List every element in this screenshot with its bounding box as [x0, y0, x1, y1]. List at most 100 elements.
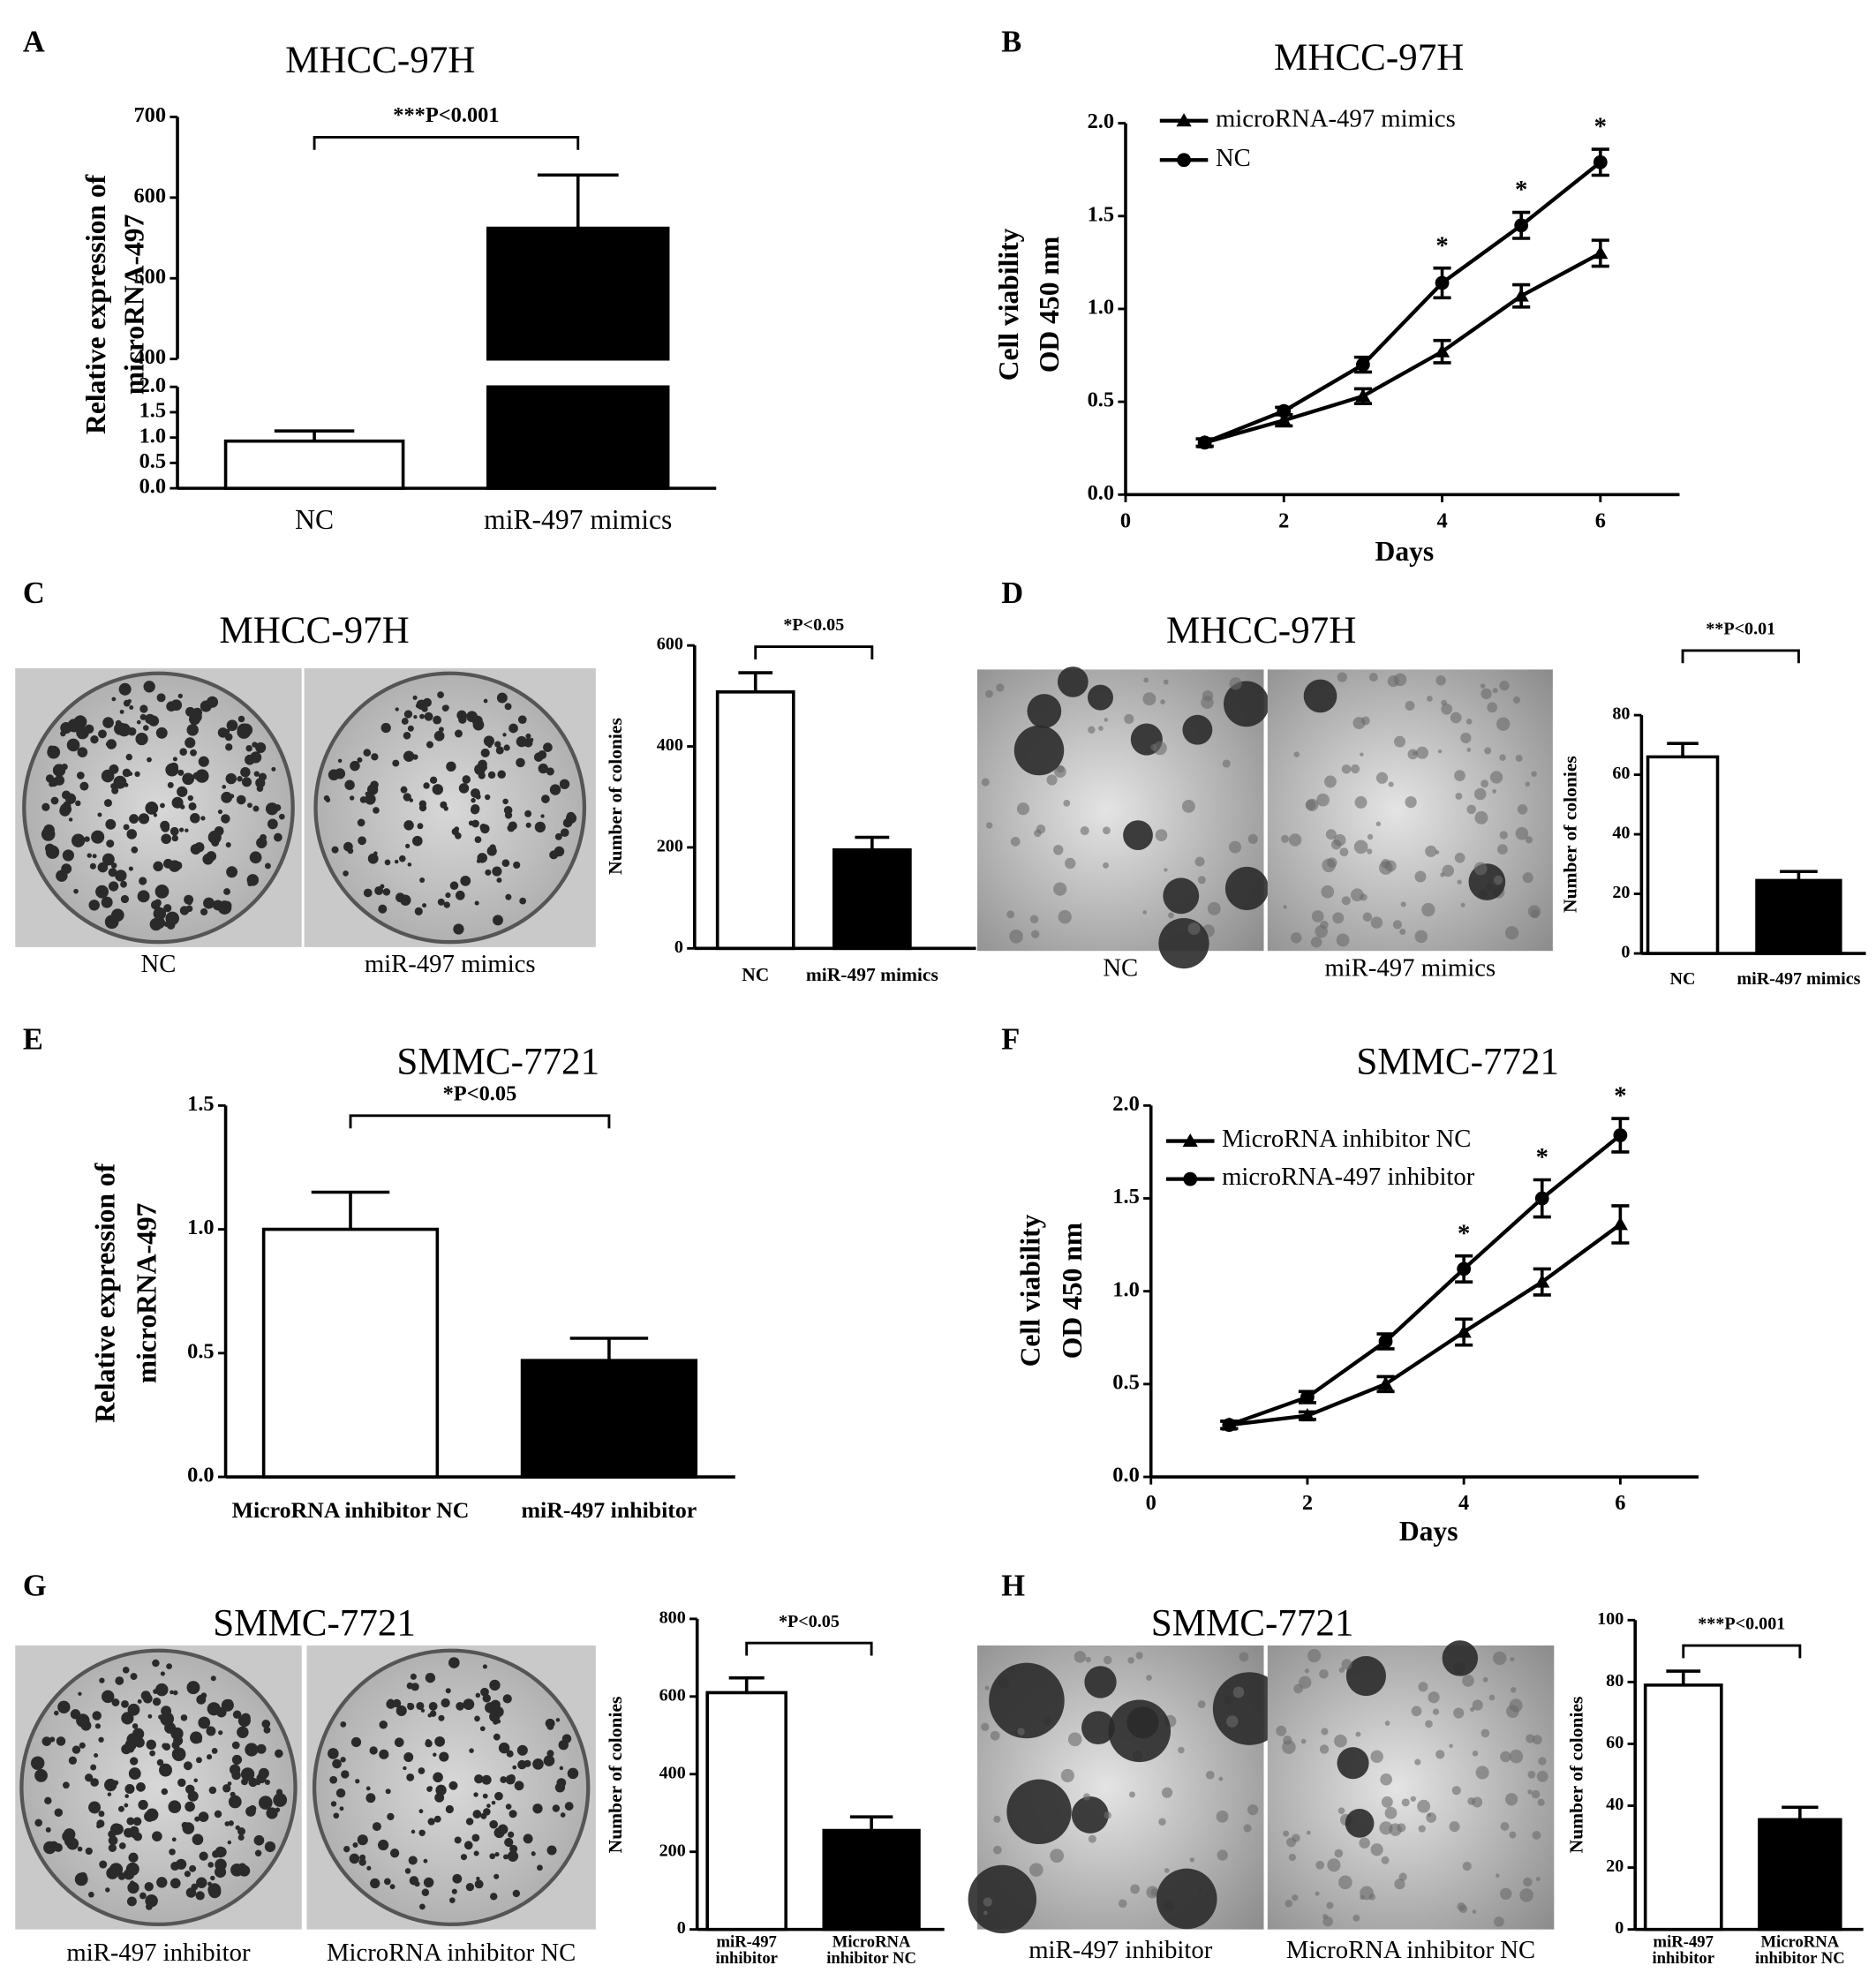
- colony: [250, 751, 262, 764]
- cell-colony: [1316, 793, 1330, 807]
- colony: [123, 824, 130, 831]
- cell-colony: [983, 1897, 992, 1907]
- cell-colony: [1067, 1732, 1082, 1747]
- y-axis-label: Number of colonies: [605, 1697, 626, 1854]
- cell-colony: [1150, 1888, 1159, 1896]
- colony: [79, 729, 84, 734]
- colony: [508, 1773, 516, 1782]
- cell-colony: [1158, 1818, 1166, 1826]
- cell-colony: [1016, 802, 1030, 816]
- x-tick-label: MicroRNA inhibitor NC: [1755, 1933, 1845, 1969]
- colony: [378, 904, 388, 914]
- colony: [216, 1847, 227, 1857]
- colony: [77, 1846, 83, 1852]
- colony: [190, 813, 200, 824]
- colony: [106, 739, 117, 749]
- error-bar: [728, 1675, 765, 1693]
- cell-colony: [1480, 1728, 1490, 1738]
- cell-colony: [1161, 1787, 1173, 1798]
- colony: [483, 735, 494, 747]
- colony: [227, 1840, 232, 1845]
- cell-colony: [1454, 852, 1465, 863]
- colony: [363, 749, 372, 757]
- cell-colony: [1368, 1894, 1376, 1901]
- cell-colony: [1321, 885, 1335, 899]
- colony: [443, 901, 450, 908]
- y-axis-label: Number of colonies: [1566, 1697, 1587, 1854]
- cell-colony: [1532, 1735, 1542, 1745]
- colony: [245, 1806, 256, 1817]
- colony: [171, 796, 184, 809]
- y-tick-label: 1.5: [187, 1092, 215, 1116]
- colony: [483, 698, 488, 704]
- cell-colony: [1428, 1691, 1440, 1704]
- significance-label: ***P<0.001: [393, 103, 499, 127]
- colony: [389, 1884, 396, 1890]
- y-tick-label: 0.5: [139, 449, 167, 473]
- y-tick-label: 1.0: [139, 424, 167, 448]
- colony: [514, 1781, 524, 1791]
- colony: [456, 1702, 464, 1711]
- cell-colony: [1499, 681, 1510, 691]
- colony: [490, 1699, 501, 1711]
- cell-colony: [1496, 1873, 1500, 1878]
- colony: [489, 1853, 496, 1860]
- colony: [126, 1744, 135, 1753]
- colony: [512, 1889, 521, 1898]
- colony: [207, 1883, 222, 1897]
- colony: [161, 1706, 172, 1717]
- x-tick-label: MicroRNA inhibitor NC: [232, 1497, 470, 1523]
- cell-colony: [1381, 1856, 1390, 1864]
- colony: [365, 791, 370, 796]
- cell-colony: [1466, 748, 1472, 752]
- bar: [705, 1691, 787, 1932]
- colony: [240, 1713, 251, 1723]
- colony: [534, 821, 546, 833]
- colony: [110, 908, 124, 922]
- cell-colony: [1414, 930, 1428, 944]
- colony: [252, 742, 258, 748]
- cell-colony: [1451, 1786, 1461, 1796]
- cell-colony: [1082, 1793, 1091, 1801]
- cell-colony: [1410, 1796, 1416, 1802]
- colony: [441, 704, 449, 712]
- colony: [196, 1757, 202, 1764]
- colony: [56, 870, 68, 882]
- colony: [120, 894, 130, 904]
- colony: [474, 836, 482, 844]
- series-line: [1204, 251, 1601, 445]
- colony: [153, 813, 158, 817]
- colony: [438, 727, 444, 733]
- y-tick-label: 0: [1615, 1918, 1624, 1938]
- cell-colony: [1163, 877, 1200, 915]
- cell-colony: [1512, 696, 1521, 704]
- colony: [485, 869, 492, 876]
- colony: [549, 850, 559, 860]
- photo-caption: miR-497 mimics: [365, 950, 536, 978]
- colony: [433, 1772, 443, 1783]
- colony: [471, 1834, 480, 1842]
- colony: [130, 1757, 139, 1766]
- colony: [138, 1799, 148, 1811]
- colony: [137, 890, 150, 903]
- chart-title: SMMC-7721: [1356, 1041, 1559, 1082]
- cell-colony: [1292, 1894, 1299, 1901]
- colony: [41, 827, 56, 841]
- y-tick-label: 200: [659, 1841, 686, 1860]
- cell-colony: [1046, 774, 1058, 786]
- y-tick-label: 2.0: [139, 373, 167, 397]
- colony: [494, 741, 501, 748]
- cell-colony: [1353, 840, 1368, 855]
- cell-colony: [1500, 1822, 1510, 1831]
- colony: [178, 827, 185, 832]
- colony: [185, 828, 189, 832]
- colony: [505, 1804, 512, 1810]
- colony: [504, 1837, 514, 1848]
- colony: [479, 1726, 486, 1732]
- colony: [418, 1903, 426, 1910]
- colony: [448, 1781, 458, 1790]
- colony: [374, 885, 384, 895]
- cell-colony: [1058, 910, 1072, 924]
- colony: [475, 1692, 481, 1698]
